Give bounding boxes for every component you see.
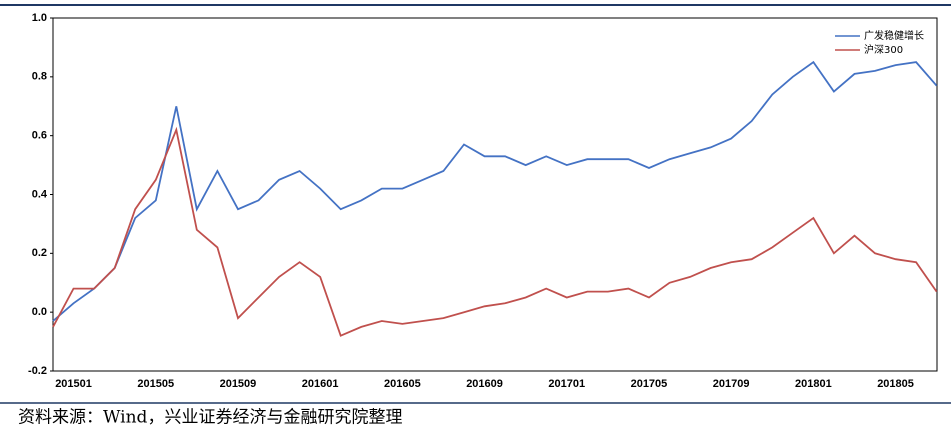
- y-tick-label: 0.6: [32, 130, 47, 142]
- plot-frame: [52, 17, 938, 372]
- series-line: [52, 126, 938, 337]
- y-tick-label: 1.0: [32, 12, 47, 24]
- x-tick-label: 201705: [631, 378, 668, 390]
- x-tick-label: 201709: [713, 378, 750, 390]
- y-tick-label: 0.8: [32, 71, 47, 83]
- x-tick-label: 201609: [466, 378, 503, 390]
- x-tick-label: 201605: [384, 378, 421, 390]
- y-tick-label: -0.2: [28, 365, 47, 377]
- source-note: 资料来源：Wind，兴业证券经济与金融研究院整理: [18, 408, 402, 428]
- x-tick-label: 201509: [220, 378, 257, 390]
- legend-label: 广发稳健增长: [864, 29, 924, 42]
- y-tick-label: 0.2: [32, 247, 47, 259]
- legend-label: 沪深300: [864, 43, 903, 56]
- x-tick-label: 201505: [137, 378, 174, 390]
- x-tick-label: 201501: [55, 378, 92, 390]
- x-tick-label: 201805: [877, 378, 914, 390]
- x-tick-label: 201601: [302, 378, 339, 390]
- y-tick-label: 0.0: [32, 306, 47, 318]
- x-tick-label: 201801: [795, 378, 832, 390]
- y-tick-label: 0.4: [32, 188, 48, 200]
- x-tick-label: 201701: [548, 378, 585, 390]
- series-line: [52, 60, 938, 322]
